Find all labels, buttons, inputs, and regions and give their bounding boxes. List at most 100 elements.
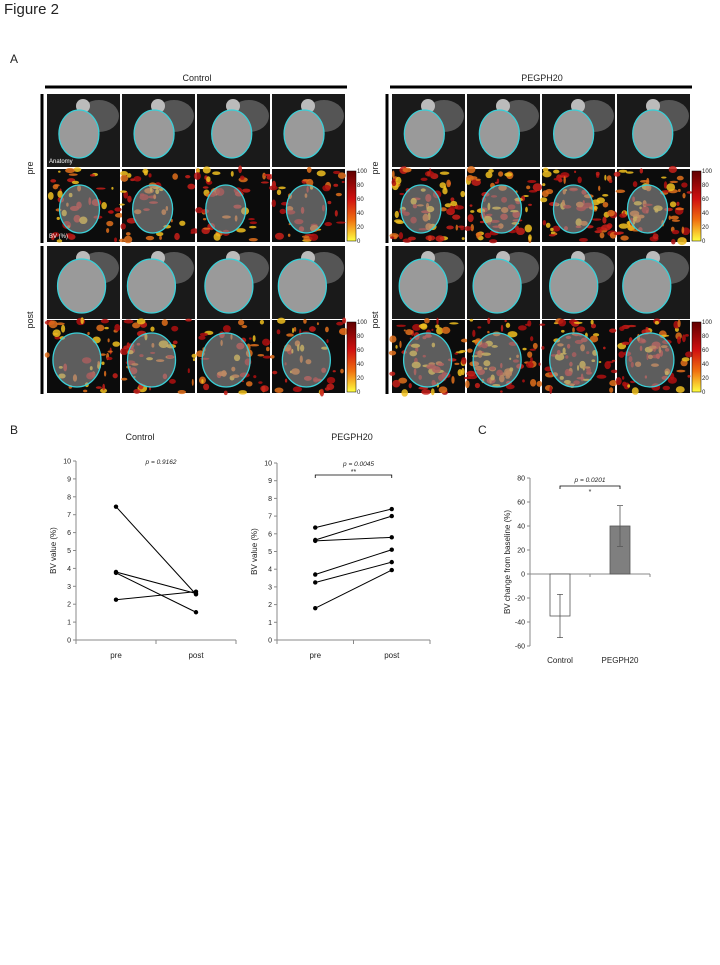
bv-speckle xyxy=(455,224,459,231)
bv-speckle xyxy=(449,205,455,214)
bv-speckle xyxy=(466,175,474,182)
bv-speckle xyxy=(602,201,609,208)
bv-speckle xyxy=(467,166,476,174)
colorbar-tick-label: 0 xyxy=(702,239,706,245)
bv-speckle xyxy=(258,381,263,384)
bv-speckle xyxy=(604,361,611,370)
bv-speckle xyxy=(668,215,671,220)
bv-speckle xyxy=(599,232,605,239)
bv-speckle xyxy=(112,341,121,347)
y-tick-label: 8 xyxy=(268,496,272,503)
tumor-region xyxy=(403,109,445,159)
data-point xyxy=(193,589,199,594)
bv-speckle xyxy=(177,389,187,395)
y-tick-label: 2 xyxy=(268,602,272,609)
bv-speckle xyxy=(542,183,546,187)
bv-speckle xyxy=(677,319,681,328)
bv-speckle xyxy=(274,232,284,240)
x-tick-label: post xyxy=(384,651,400,660)
bv-speckle xyxy=(223,390,228,396)
bv-speckle xyxy=(479,220,485,224)
bv-speckle xyxy=(202,186,209,189)
bv-speckle xyxy=(262,338,271,346)
bv-speckle xyxy=(272,370,278,375)
bv-speckle xyxy=(120,174,129,182)
bv-speckle xyxy=(654,320,660,325)
bv-speckle xyxy=(327,200,332,205)
bv-speckle xyxy=(199,332,209,337)
bv-speckle xyxy=(185,174,191,179)
tumor-region xyxy=(131,184,174,234)
colorbar-tick-label: 100 xyxy=(357,320,368,326)
y-tick-label: 20 xyxy=(517,548,525,555)
bv-speckle xyxy=(95,187,106,190)
bv-speckle xyxy=(602,194,609,197)
bv-speckle xyxy=(669,180,679,184)
bv-speckle xyxy=(526,185,531,190)
bv-speckle xyxy=(561,329,565,333)
series-line xyxy=(115,591,197,601)
colorbar-tick-label: 80 xyxy=(702,183,709,189)
colorbar-tick-label: 20 xyxy=(702,225,709,231)
bv-speckle xyxy=(412,323,421,331)
bv-speckle xyxy=(652,233,659,240)
bv-speckle xyxy=(618,223,629,229)
bv-speckle xyxy=(114,213,124,218)
y-tick-label: 7 xyxy=(67,512,71,519)
bv-speckle xyxy=(596,197,606,204)
bv-speckle xyxy=(145,235,155,241)
panel-label: C xyxy=(478,423,487,437)
bv-speckle xyxy=(107,210,114,214)
bv-speckle xyxy=(248,337,252,340)
data-point xyxy=(113,570,119,576)
bv-speckle xyxy=(573,321,583,324)
bv-speckle xyxy=(677,237,687,246)
bv-speckle xyxy=(598,185,601,191)
bv-speckle xyxy=(579,237,588,242)
colorbar-tick-label: 40 xyxy=(357,211,364,217)
y-tick-label: 10 xyxy=(63,459,71,466)
colorbar-tick-label: 100 xyxy=(702,320,713,326)
bv-speckle xyxy=(435,324,440,329)
bv-speckle xyxy=(675,386,685,393)
bv-speckle xyxy=(676,369,686,373)
y-axis-label: BV change from baseline (%) xyxy=(503,510,512,614)
x-tick-label: pre xyxy=(309,651,321,660)
bv-speckle xyxy=(303,318,307,324)
bv-speckle xyxy=(675,325,679,329)
bv-speckle xyxy=(398,232,404,240)
bv-speckle xyxy=(193,172,201,180)
bv-speckle xyxy=(589,335,599,343)
bv-speckle xyxy=(263,173,273,177)
bv-speckle xyxy=(341,180,345,184)
image-label: Anatomy xyxy=(49,159,73,165)
bv-speckle xyxy=(528,203,532,206)
bv-speckle xyxy=(681,357,690,362)
bv-speckle xyxy=(631,387,639,395)
group-header: PEGPH20 xyxy=(521,73,563,83)
bv-speckle xyxy=(335,192,342,197)
y-tick-label: 8 xyxy=(67,494,71,501)
bv-speckle xyxy=(559,175,568,178)
series-line xyxy=(315,515,392,541)
bv-speckle xyxy=(467,214,474,223)
bv-speckle xyxy=(507,331,518,338)
series-line xyxy=(115,572,197,613)
tumor-region xyxy=(398,258,448,314)
bv-speckle xyxy=(55,322,65,326)
tumor-region xyxy=(552,109,595,159)
bv-speckle xyxy=(609,380,618,387)
series-line xyxy=(315,508,392,529)
bv-speckle xyxy=(615,189,626,193)
bv-speckle xyxy=(174,232,180,241)
bv-speckle xyxy=(342,317,347,324)
bv-speckle xyxy=(278,186,286,190)
bv-speckle xyxy=(391,170,395,179)
bv-speckle xyxy=(322,184,331,192)
bv-speckle xyxy=(286,333,294,337)
bv-speckle xyxy=(61,324,66,333)
bv-speckle xyxy=(449,322,459,325)
tumor-region xyxy=(472,332,522,388)
data-point xyxy=(389,506,394,512)
bv-speckle xyxy=(102,383,106,391)
